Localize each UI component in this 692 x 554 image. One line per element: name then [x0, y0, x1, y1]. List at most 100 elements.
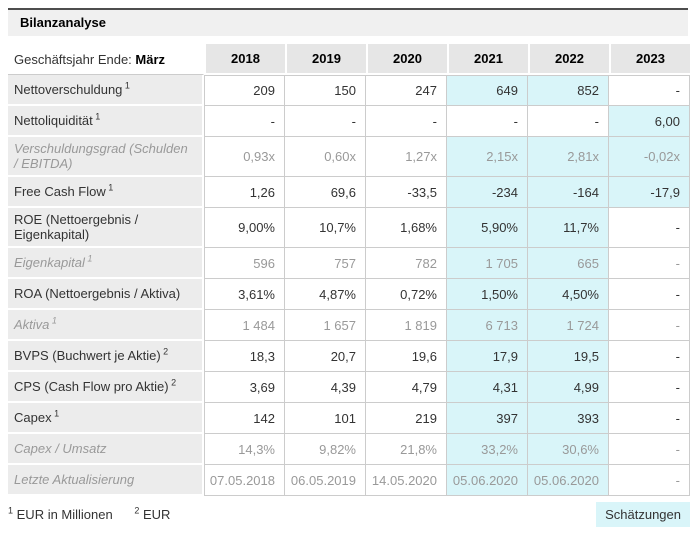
metric-label: ROA (Nettoergebnis / Aktiva) — [8, 279, 204, 310]
value-cell: - — [204, 106, 285, 137]
value-cell: 1 705 — [447, 248, 528, 279]
metric-label: Letzte Aktualisierung — [8, 465, 204, 496]
value-cell: 649 — [447, 75, 528, 106]
value-cell: 1,27x — [366, 137, 447, 177]
footnotes: 1 EUR in Millionen 2 EUR — [8, 505, 188, 522]
value-cell: - — [609, 434, 690, 465]
value-cell: 4,79 — [366, 372, 447, 403]
value-cell: - — [609, 310, 690, 341]
value-cell: -164 — [528, 177, 609, 208]
value-cell: 852 — [528, 75, 609, 106]
value-cell: 21,8% — [366, 434, 447, 465]
value-cell: 219 — [366, 403, 447, 434]
value-cell: - — [609, 279, 690, 310]
value-cell: 10,7% — [285, 208, 366, 248]
value-cell: 14.05.2020 — [366, 465, 447, 496]
balance-analysis-table: Geschäftsjahr Ende: März 2018 2019 2020 202… — [8, 44, 690, 496]
metric-label: CPS (Cash Flow pro Aktie) 2 — [8, 372, 204, 403]
metric-label: Capex / Umsatz — [8, 434, 204, 465]
table-row: Eigenkapital 1 596 757 782 1 705 665- — [8, 248, 690, 279]
footnote-2: 2 EUR — [134, 506, 171, 522]
metric-label: Nettoliquidität 1 — [8, 106, 204, 137]
value-cell: 2,81x — [528, 137, 609, 177]
footnote-2-text: EUR — [143, 507, 171, 522]
value-cell: 3,61% — [204, 279, 285, 310]
value-cell: 4,39 — [285, 372, 366, 403]
footnote-1-text: EUR in Millionen — [16, 507, 113, 522]
table-row: Nettoliquidität 1- - - - -6,00 — [8, 106, 690, 137]
value-cell: 05.06.2020 — [447, 465, 528, 496]
footnote-1-marker: 1 — [8, 505, 14, 516]
year-header-2020: 2020 — [366, 44, 447, 75]
footnote-ref: 1 — [122, 80, 130, 91]
value-cell: -234 — [447, 177, 528, 208]
table-row: BVPS (Buchwert je Aktie) 2 18,3 20,7 19,6 17… — [8, 341, 690, 372]
value-cell: 5,90% — [447, 208, 528, 248]
estimates-legend-badge: Schätzungen — [596, 502, 690, 527]
table-row: Capex 1 142 101 219 397 393- — [8, 403, 690, 434]
value-cell: 209 — [204, 75, 285, 106]
footnote-ref: 1 — [92, 111, 101, 122]
value-cell: 1 657 — [285, 310, 366, 341]
value-cell: 1 484 — [204, 310, 285, 341]
year-header-2022: 2022 — [528, 44, 609, 75]
footnote-ref: 2 — [168, 377, 177, 388]
table-header-row: Geschäftsjahr Ende: März 2018 2019 2020 202… — [8, 44, 690, 75]
year-header-2023: 2023 — [609, 44, 690, 75]
table-row: ROE (Nettoergebnis / Eigenkapital) 9,00% 1… — [8, 208, 690, 248]
value-cell: 4,50% — [528, 279, 609, 310]
table-row: ROA (Nettoergebnis / Aktiva) 3,61% 4,87% 0,… — [8, 279, 690, 310]
table-row: Verschuldungsgrad (Schulden / EBITDA) 0,9… — [8, 137, 690, 177]
value-cell: 05.06.2020 — [528, 465, 609, 496]
value-cell: 596 — [204, 248, 285, 279]
footnote-ref: 1 — [51, 408, 60, 419]
value-cell: 33,2% — [447, 434, 528, 465]
value-cell: 07.05.2018 — [204, 465, 285, 496]
metric-label: Free Cash Flow 1 — [8, 177, 204, 208]
table-row: Free Cash Flow 1 1,26 69,6 -33,5 -234 -164 -17… — [8, 177, 690, 208]
table-row: Capex / Umsatz 14,3% 9,82% 21,8% 33,2% 30,6% - — [8, 434, 690, 465]
value-cell: 150 — [285, 75, 366, 106]
footnote-ref: 1 — [105, 182, 114, 193]
value-cell: 2,15x — [447, 137, 528, 177]
section-title: Bilanzanalyse — [8, 8, 688, 36]
footnote-ref: 1 — [84, 253, 93, 264]
value-cell: - — [609, 75, 690, 106]
metric-label: BVPS (Buchwert je Aktie) 2 — [8, 341, 204, 372]
value-cell: - — [528, 106, 609, 137]
value-cell: 0,93x — [204, 137, 285, 177]
value-cell: - — [609, 208, 690, 248]
value-cell: 393 — [528, 403, 609, 434]
value-cell: - — [285, 106, 366, 137]
value-cell: 4,99 — [528, 372, 609, 403]
metric-label: Nettoverschuldung 1 — [8, 75, 204, 106]
value-cell: 69,6 — [285, 177, 366, 208]
table-row: Letzte Aktualisierung 07.05.2018 06.05.201… — [8, 465, 690, 496]
value-cell: 0,72% — [366, 279, 447, 310]
value-cell: 14,3% — [204, 434, 285, 465]
value-cell: 4,31 — [447, 372, 528, 403]
value-cell: - — [609, 372, 690, 403]
value-cell: 11,7% — [528, 208, 609, 248]
metric-label: Eigenkapital 1 — [8, 248, 204, 279]
table-footer: 1 EUR in Millionen 2 EUR Schätzungen — [8, 502, 690, 527]
value-cell: 6 713 — [447, 310, 528, 341]
value-cell: 18,3 — [204, 341, 285, 372]
value-cell: 3,69 — [204, 372, 285, 403]
footnote-ref: 1 — [49, 315, 57, 326]
value-cell: - — [609, 248, 690, 279]
value-cell: 757 — [285, 248, 366, 279]
value-cell: 1 819 — [366, 310, 447, 341]
value-cell: 19,6 — [366, 341, 447, 372]
value-cell: -33,5 — [366, 177, 447, 208]
metric-label: ROE (Nettoergebnis / Eigenkapital) — [8, 208, 204, 248]
value-cell: -17,9 — [609, 177, 690, 208]
year-header-2018: 2018 — [204, 44, 285, 75]
value-cell: 1 724 — [528, 310, 609, 341]
fiscal-year-end-prefix: Geschäftsjahr Ende: — [14, 51, 136, 67]
value-cell: 4,87% — [285, 279, 366, 310]
value-cell: - — [609, 403, 690, 434]
value-cell: 19,5 — [528, 341, 609, 372]
metric-label: Aktiva 1 — [8, 310, 204, 341]
